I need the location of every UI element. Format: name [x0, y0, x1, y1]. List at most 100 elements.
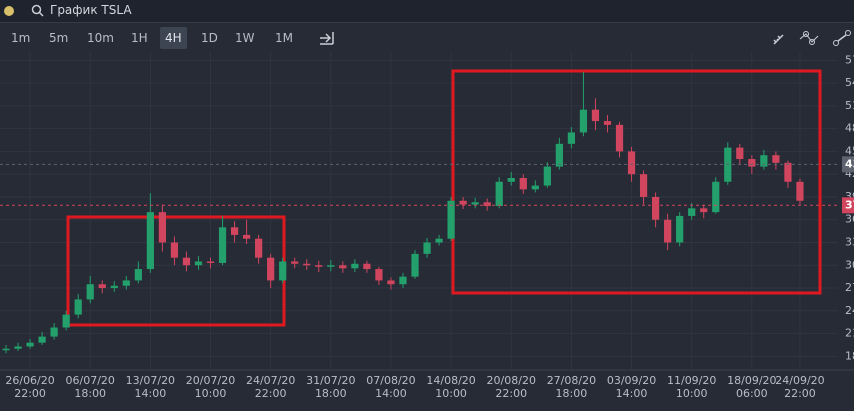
timeframe-button[interactable]: 1D	[201, 31, 218, 45]
timeframe-button[interactable]: 4H	[160, 27, 187, 49]
drawing-tools[interactable]	[764, 27, 854, 49]
candle-body	[375, 269, 383, 281]
candle-body	[712, 181, 720, 213]
candle-body	[134, 269, 142, 281]
candle-body	[267, 257, 275, 281]
x-tick-label: 14/08/20 10:00	[426, 374, 476, 400]
candle-body	[760, 155, 768, 167]
candle-body	[182, 257, 191, 266]
candle-body	[339, 265, 347, 269]
y-tick-label: 21	[845, 327, 854, 340]
x-tick-label: 27/08/20 18:00	[546, 374, 597, 400]
candle-body	[146, 212, 154, 270]
candle-body	[2, 348, 10, 351]
y-tick-label: 18	[845, 349, 854, 362]
candle-body	[255, 238, 263, 258]
candle-body	[38, 336, 46, 343]
candle-body	[303, 263, 311, 266]
timeframe-button[interactable]: 1M	[275, 31, 293, 45]
x-tick-label: 31/07/20 18:00	[306, 374, 356, 400]
candle-body	[700, 208, 708, 213]
timeframe-button[interactable]: 1m	[11, 31, 31, 45]
candle-body	[688, 208, 696, 216]
candle-body	[555, 143, 563, 167]
candle-body	[507, 177, 515, 182]
candle-body	[435, 238, 443, 243]
y-tick-label: 57	[845, 53, 854, 66]
candle-body	[122, 280, 130, 286]
candle-body	[748, 159, 756, 167]
x-tick-label: 26/06/20 22:00	[5, 374, 55, 400]
status-dot	[4, 6, 14, 16]
candle-body	[724, 147, 732, 182]
timeframe-button[interactable]: 1H	[131, 31, 148, 45]
toolbar: 1m 5m 10m 1H 4H 1D 1W 1M	[0, 27, 854, 51]
price-tag-label: 37.90	[845, 198, 854, 211]
candle-body	[26, 342, 34, 347]
candle-body	[110, 285, 118, 289]
candle-body	[86, 284, 94, 300]
candle-body	[603, 121, 612, 125]
search-icon[interactable]	[31, 4, 45, 18]
candle-body	[218, 227, 227, 263]
timeframe-button[interactable]: 5m	[49, 31, 69, 45]
candle-body	[736, 147, 744, 160]
candle-body	[796, 181, 804, 201]
x-tick-label: 20/07/20 10:00	[185, 374, 236, 400]
candle-body	[627, 151, 636, 175]
candle-body	[567, 132, 576, 144]
timeframe-button[interactable]: 10m	[87, 31, 114, 45]
candle-body	[14, 346, 22, 349]
price-tag	[842, 156, 854, 173]
x-tick-label: 20/08/20 22:00	[486, 374, 536, 400]
candle-body	[327, 265, 335, 267]
candle-body	[447, 200, 455, 239]
y-tick-label: 30	[845, 258, 854, 271]
y-tick-label: 42	[845, 167, 854, 180]
candle-body	[471, 202, 479, 205]
candle-body	[194, 261, 203, 266]
candle-body	[74, 299, 82, 315]
price-tag	[842, 197, 854, 214]
y-tick-label: 51	[845, 99, 854, 112]
candle-body	[242, 234, 251, 239]
x-tick-label: 03/09/20 14:00	[606, 374, 657, 400]
candle-body	[519, 177, 527, 190]
candle-body	[591, 109, 600, 122]
candle-body	[98, 284, 106, 289]
goto-end-icon[interactable]	[316, 27, 338, 49]
candle-body	[291, 261, 299, 264]
candle-body	[279, 261, 287, 281]
candle-body	[50, 327, 58, 337]
candle-body	[772, 155, 780, 163]
timeframe-button[interactable]: 1W	[235, 31, 255, 45]
candle-body	[206, 261, 215, 263]
candle-body	[543, 166, 551, 186]
candle-body	[651, 196, 660, 220]
candle-body	[170, 242, 179, 258]
x-tick-label: 24/09/20 22:00	[775, 374, 825, 400]
candle-body	[459, 200, 467, 205]
price-tag-label: 43.30	[845, 157, 854, 170]
x-tick-label: 07/08/20 14:00	[366, 374, 416, 400]
candle-body	[387, 280, 395, 285]
chart-title: График TSLA	[50, 3, 132, 17]
candle-body	[351, 263, 359, 269]
candle-body	[411, 253, 419, 277]
candle-body	[639, 174, 648, 197]
candle-body	[579, 109, 588, 133]
candle-body	[423, 242, 431, 254]
candle-body	[676, 215, 684, 243]
candle-body	[158, 212, 167, 243]
x-tick-label: 06/07/20 18:00	[65, 374, 115, 400]
x-tick-label: 13/07/20 14:00	[125, 374, 176, 400]
y-tick-label: 39	[845, 190, 854, 203]
y-tick-label: 36	[845, 213, 854, 226]
candle-body	[784, 162, 792, 182]
y-tick-label: 45	[845, 144, 854, 157]
candle-body	[399, 276, 407, 285]
y-tick-label: 24	[845, 304, 854, 317]
candle-body	[230, 227, 239, 235]
candle-body	[363, 263, 371, 270]
